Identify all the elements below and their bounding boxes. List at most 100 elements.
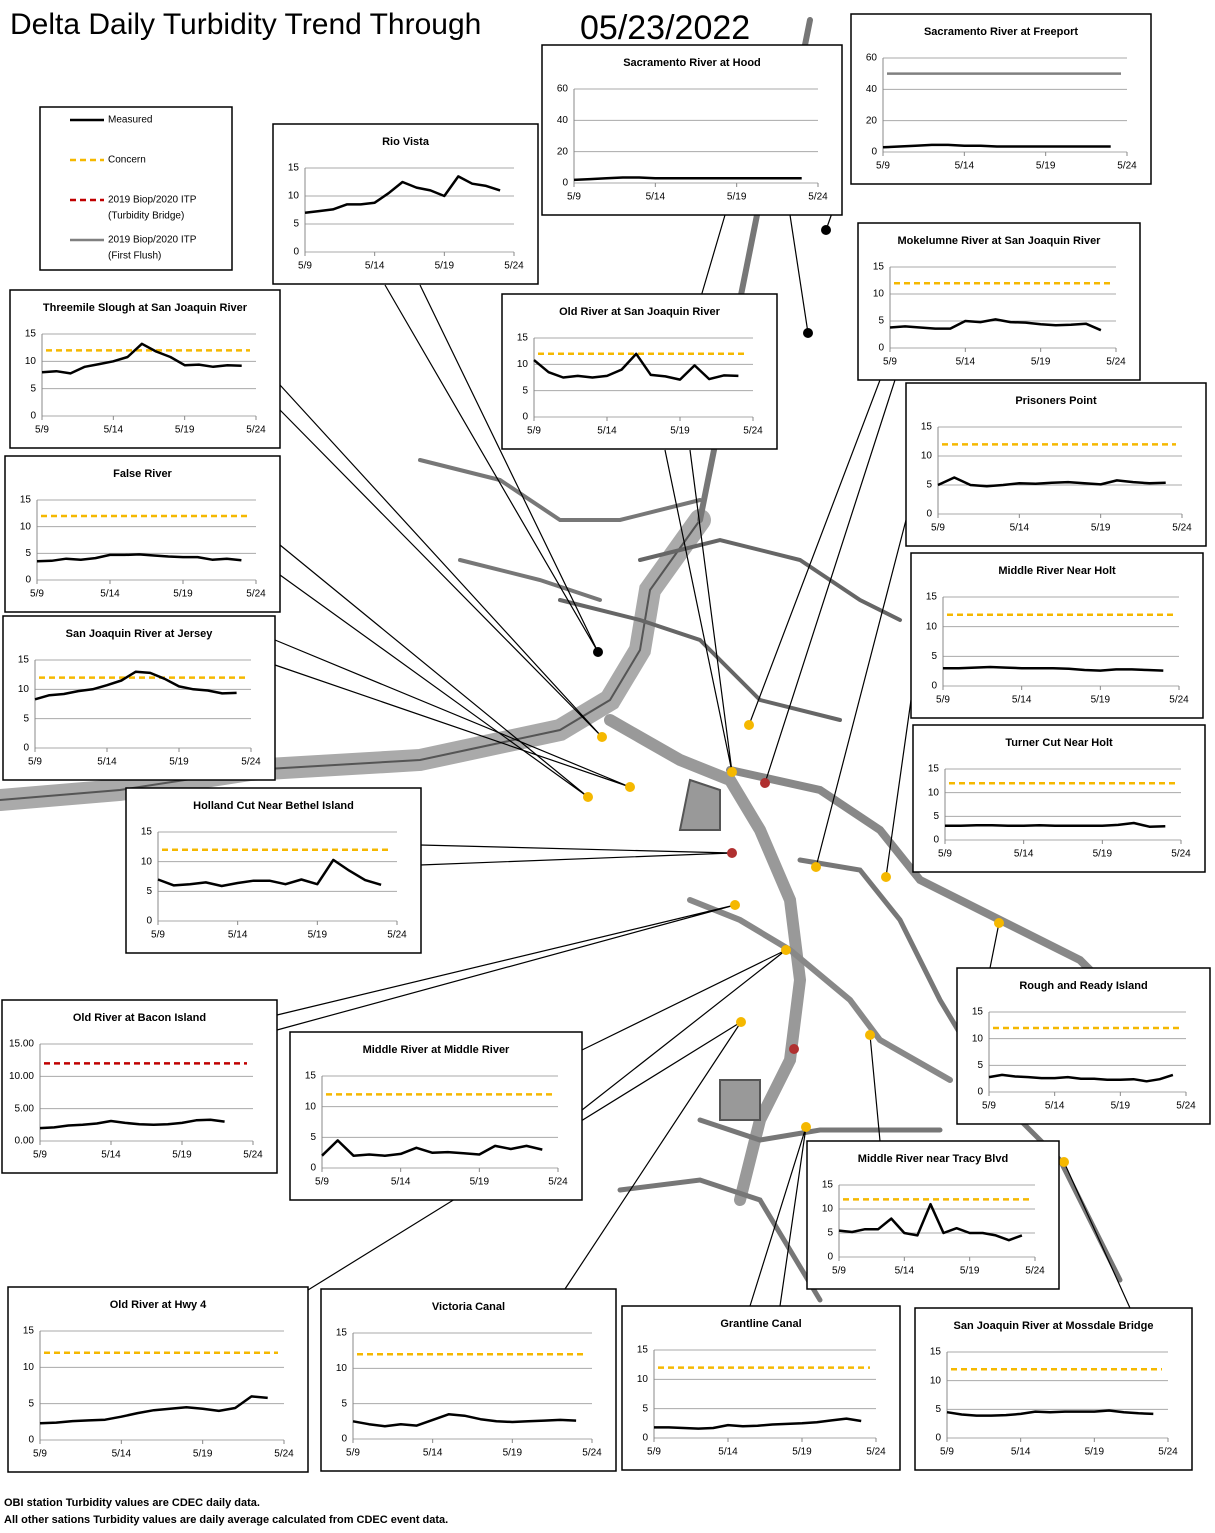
chart-box xyxy=(910,552,1204,719)
x-tick-label: 5/19 xyxy=(1093,849,1113,860)
y-tick-label: 15 xyxy=(930,1347,942,1358)
y-tick-label: 5 xyxy=(931,651,937,662)
y-tick-label: 60 xyxy=(557,84,569,95)
legend-label: (First Flush) xyxy=(108,251,161,262)
y-tick-label: 10 xyxy=(141,856,153,867)
y-tick-label: 10 xyxy=(972,1033,984,1044)
station xyxy=(736,1017,746,1027)
y-tick-label: 10 xyxy=(637,1374,649,1385)
station xyxy=(994,918,1004,928)
x-tick-label: 5/14 xyxy=(101,1150,121,1161)
y-tick-label: 15.00 xyxy=(9,1039,34,1050)
x-tick-label: 5/9 xyxy=(936,695,950,706)
chart-title: San Joaquin River at Mossdale Bridge xyxy=(954,1320,1154,1332)
y-tick-label: 15 xyxy=(141,827,153,838)
y-tick-label: 10 xyxy=(928,787,940,798)
measured-line xyxy=(943,665,1164,672)
y-tick-label: 15 xyxy=(926,592,938,603)
y-tick-label: 0 xyxy=(827,1252,833,1263)
x-tick-label: 5/14 xyxy=(1011,1447,1031,1458)
x-tick-label: 5/24 xyxy=(246,589,266,600)
x-tick-label: 5/19 xyxy=(308,930,328,941)
y-tick-label: 0 xyxy=(878,343,884,354)
y-tick-label: 5.00 xyxy=(15,1103,35,1114)
y-tick-label: 10 xyxy=(25,356,37,367)
x-tick-label: 5/24 xyxy=(274,1449,294,1460)
chart-box xyxy=(621,1305,901,1471)
measured-line xyxy=(945,821,1166,828)
x-tick-label: 5/14 xyxy=(423,1448,443,1459)
x-tick-label: 5/9 xyxy=(30,589,44,600)
x-tick-label: 5/14 xyxy=(956,357,976,368)
footnote: OBI station Turbidity values are CDEC da… xyxy=(4,1497,260,1509)
x-tick-label: 5/14 xyxy=(97,757,117,768)
y-tick-label: 0 xyxy=(310,1163,316,1174)
x-tick-label: 5/19 xyxy=(670,426,690,437)
y-tick-label: 5 xyxy=(25,548,31,559)
y-tick-label: 0 xyxy=(146,916,152,927)
x-tick-label: 5/24 xyxy=(743,426,763,437)
chart-box xyxy=(7,1286,309,1473)
x-tick-label: 5/14 xyxy=(365,261,385,272)
x-tick-label: 5/24 xyxy=(1176,1101,1196,1112)
chart-box xyxy=(914,1307,1193,1471)
y-tick-label: 0 xyxy=(977,1087,983,1098)
measured-line xyxy=(654,1417,862,1430)
y-tick-label: 5 xyxy=(341,1398,347,1409)
station xyxy=(811,862,821,872)
x-tick-label: 5/14 xyxy=(895,1266,915,1277)
station xyxy=(1059,1157,1069,1167)
x-tick-label: 5/9 xyxy=(315,1177,329,1188)
x-tick-label: 5/24 xyxy=(582,1448,602,1459)
station xyxy=(821,225,831,235)
y-tick-label: 15 xyxy=(928,764,940,775)
station xyxy=(803,328,813,338)
x-tick-label: 5/9 xyxy=(883,357,897,368)
station xyxy=(801,1122,811,1132)
chart-title: San Joaquin River at Jersey xyxy=(66,628,214,640)
station xyxy=(865,1030,875,1040)
measured-line xyxy=(352,1413,577,1428)
leader xyxy=(279,384,603,738)
y-tick-label: 15 xyxy=(637,1345,649,1356)
measured-line xyxy=(36,553,242,563)
chart-title: Middle River near Tracy Blvd xyxy=(858,1153,1008,1165)
leader xyxy=(276,904,736,1031)
leader xyxy=(748,379,896,784)
measured-line xyxy=(988,1073,1174,1083)
x-tick-label: 5/24 xyxy=(241,757,261,768)
river xyxy=(617,1117,943,1303)
x-tick-label: 5/19 xyxy=(169,757,189,768)
y-tick-label: 15 xyxy=(305,1071,317,1082)
y-tick-label: 10 xyxy=(822,1204,834,1215)
chart-box xyxy=(857,222,1141,381)
y-tick-label: 15 xyxy=(873,262,885,273)
chart-title: Old River at Hwy 4 xyxy=(110,1299,207,1311)
y-tick-label: 0 xyxy=(871,147,877,158)
y-tick-label: 0 xyxy=(522,412,528,423)
chart-title: Sacramento River at Hood xyxy=(623,57,761,69)
station xyxy=(744,720,754,730)
chart-title: Threemile Slough at San Joaquin River xyxy=(43,302,248,314)
x-tick-label: 5/14 xyxy=(718,1447,738,1458)
chart-box xyxy=(272,123,539,285)
chart-title: Mokelumne River at San Joaquin River xyxy=(898,235,1102,247)
station xyxy=(597,732,607,742)
measured-line xyxy=(838,1202,1023,1242)
y-tick-label: 15 xyxy=(336,1328,348,1339)
x-tick-label: 5/9 xyxy=(35,425,49,436)
chart-box xyxy=(1,999,278,1174)
chart-title: Old River at San Joaquin River xyxy=(559,306,720,318)
y-tick-label: 5 xyxy=(310,1132,316,1143)
x-tick-label: 5/9 xyxy=(33,1449,47,1460)
y-tick-label: 15 xyxy=(288,163,300,174)
x-tick-label: 5/19 xyxy=(470,1177,490,1188)
x-tick-label: 5/24 xyxy=(243,1150,263,1161)
x-tick-label: 5/9 xyxy=(982,1101,996,1112)
x-tick-label: 5/24 xyxy=(548,1177,568,1188)
chart-title: Victoria Canal xyxy=(432,1301,505,1313)
chart-box xyxy=(956,967,1211,1125)
chart-box xyxy=(125,787,422,954)
